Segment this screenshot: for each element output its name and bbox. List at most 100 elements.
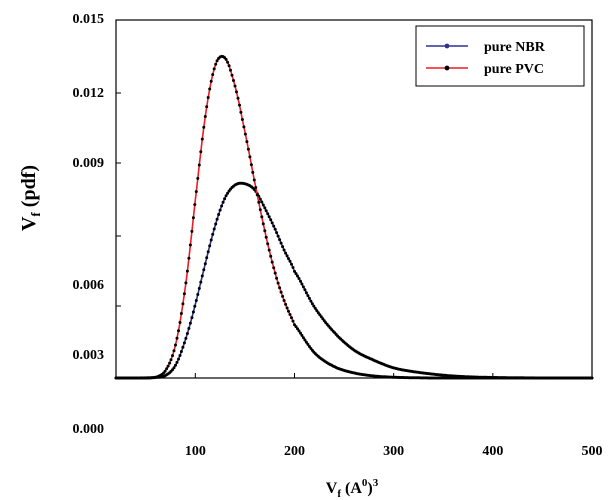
data-point (224, 57, 228, 61)
data-point (303, 288, 307, 292)
data-point (251, 170, 255, 174)
data-point (194, 299, 198, 302)
data-point (263, 206, 267, 210)
data-point (190, 316, 194, 320)
data-point (273, 227, 277, 231)
data-point (252, 178, 256, 182)
data-point (187, 326, 191, 330)
legend-item-pure-pvc: pure PVC (426, 62, 544, 77)
data-point (182, 341, 186, 345)
data-point (301, 285, 305, 289)
data-point (223, 197, 227, 201)
data-point (299, 331, 302, 335)
y-tick-label: 0.015 (73, 12, 105, 27)
data-point (191, 310, 195, 314)
data-point (288, 259, 292, 263)
data-point (275, 231, 279, 235)
data-point (261, 222, 265, 226)
data-point (270, 221, 274, 225)
data-point (275, 276, 279, 280)
data-point (182, 292, 186, 296)
data-point (200, 274, 204, 278)
data-point (226, 60, 230, 64)
data-point (248, 155, 252, 159)
data-point (290, 316, 293, 320)
data-point (306, 342, 310, 346)
data-point (239, 110, 243, 114)
data-point (193, 304, 197, 308)
data-point (304, 340, 308, 344)
data-point (172, 366, 176, 370)
data-point (294, 272, 298, 276)
data-point (181, 345, 185, 349)
legend-label-pure-pvc: pure PVC (484, 62, 544, 77)
data-point (211, 73, 215, 77)
data-point (212, 67, 216, 71)
data-point (267, 215, 271, 219)
data-point (243, 132, 247, 136)
y-axis-title: Vf (pdf) (18, 165, 43, 231)
x-tick-label: 400 (482, 444, 503, 459)
data-point (185, 269, 189, 273)
data-point (254, 186, 258, 189)
x-tick-label: 300 (383, 444, 404, 459)
data-point (264, 235, 268, 239)
data-point (190, 229, 194, 233)
data-point (288, 313, 292, 316)
legend-marker-pure-nbr (444, 43, 450, 49)
data-point (206, 96, 210, 99)
series-line (116, 55, 592, 379)
data-point (226, 191, 230, 195)
data-point (197, 286, 201, 290)
series-layer (114, 54, 594, 380)
data-point (269, 218, 273, 222)
data-point (191, 216, 195, 220)
x-axis-ticks: 100 200 300 400 500 (185, 373, 603, 459)
data-point (206, 250, 210, 254)
data-point (211, 232, 215, 236)
data-point (291, 319, 295, 323)
data-point (212, 227, 216, 231)
data-point (269, 254, 273, 258)
data-point (278, 238, 282, 242)
data-point (270, 260, 274, 264)
data-point (185, 332, 189, 335)
data-point (199, 150, 203, 154)
y-tick-label: 0.003 (73, 348, 105, 363)
data-point (235, 90, 238, 94)
data-point (169, 358, 173, 362)
data-point (209, 79, 213, 83)
data-point (174, 363, 177, 367)
data-point (171, 354, 174, 358)
data-point (278, 286, 282, 290)
data-point (310, 302, 314, 306)
data-point (291, 266, 295, 269)
data-point (215, 59, 219, 63)
data-point (230, 73, 234, 77)
data-point (208, 244, 212, 248)
data-point (214, 62, 218, 66)
legend-label-pure-nbr: pure NBR (484, 40, 546, 55)
data-point (258, 197, 262, 201)
legend-box (415, 25, 585, 87)
data-point (281, 245, 285, 249)
x-tick-label: 200 (284, 444, 305, 459)
data-point (175, 336, 179, 340)
data-point (175, 360, 179, 364)
data-point (218, 208, 222, 212)
data-point (590, 376, 594, 380)
data-point (285, 254, 289, 258)
data-point (194, 190, 198, 194)
data-point (284, 251, 288, 255)
data-point (276, 281, 280, 285)
data-point (272, 224, 276, 228)
data-point (261, 203, 265, 207)
data-point (309, 299, 313, 303)
data-point (205, 256, 209, 260)
plot-area-frame (115, 19, 593, 379)
data-point (203, 262, 207, 266)
data-point (300, 282, 304, 286)
data-point (242, 125, 246, 129)
data-point (229, 68, 232, 72)
